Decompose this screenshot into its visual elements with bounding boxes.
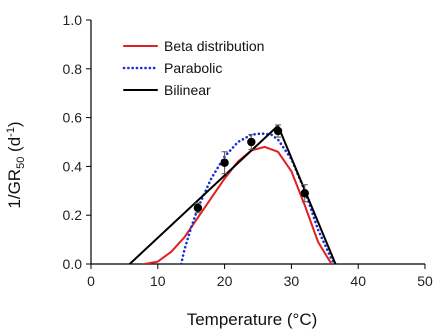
data-point [300,189,309,198]
data-point [193,203,203,213]
x-tick-label: 0 [87,273,95,289]
x-tick-label: 30 [284,273,300,289]
x-tick-label: 40 [350,273,366,289]
y-axis-title-superscript: -1 [5,127,17,137]
y-axis-title-close: ) [5,121,24,127]
y-axis-title-unit: (d [5,137,24,157]
y-axis-title: 1/GR50 (d-1) [5,121,27,208]
series-line-1 [179,132,337,264]
y-tick-label: 0.2 [63,207,83,223]
x-tick-label: 20 [217,273,233,289]
y-axis-title-subscript: 50 [15,157,27,169]
y-tick-label: 0.6 [63,110,83,126]
y-tick-label: 0.4 [63,158,83,174]
series-line-0 [143,145,333,264]
data-point [247,137,256,147]
legend-label-1: Parabolic [164,60,222,76]
legend-label-2: Bilinear [164,82,211,98]
y-axis-title-main: 1/GR [5,169,24,209]
y-tick-label: 0.8 [63,61,83,77]
x-axis-title: Temperature (°C) [187,310,318,329]
x-tick-label: 50 [417,273,433,289]
legend-label-0: Beta distribution [164,38,264,54]
data-point [273,126,283,136]
plot-area: 0 10 20 30 40 50 0.0 0.2 0.4 0.6 0.8 1.0 [63,12,433,289]
legend: Beta distribution Parabolic Bilinear [122,38,264,98]
data-point [220,158,229,167]
y-tick-label: 0.0 [63,256,83,272]
x-tick-label: 10 [150,273,166,289]
y-tick-label: 1.0 [63,12,83,28]
